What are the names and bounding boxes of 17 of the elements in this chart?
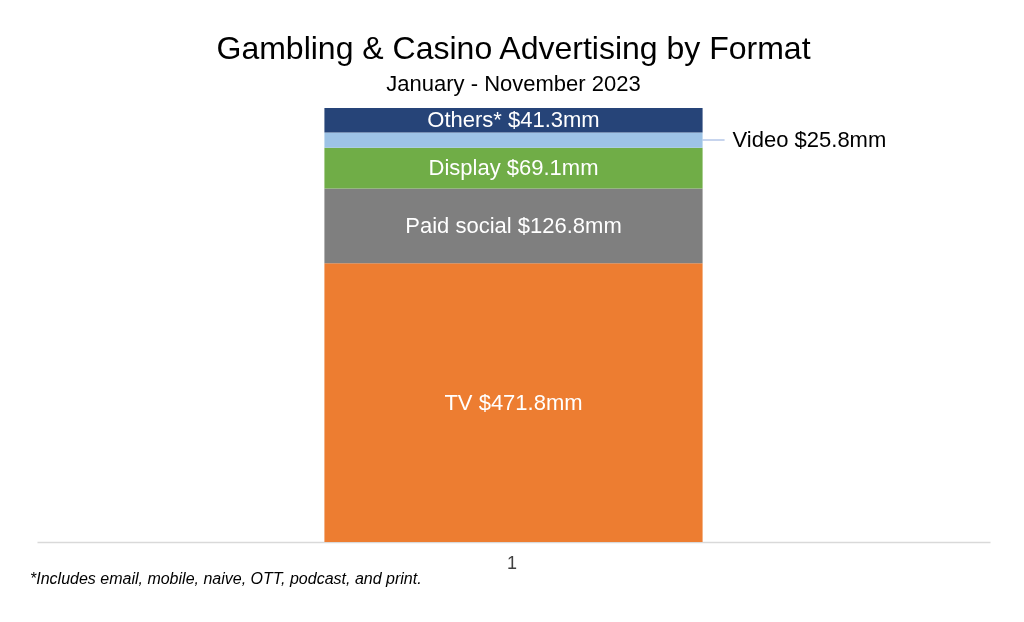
text: Video $25.8mm xyxy=(732,127,887,153)
text: *Includes email, mobile, naive, OTT, podcast, and print. xyxy=(30,570,422,588)
data-label: $41.3mm xyxy=(507,107,600,133)
data-label: $126.8mm xyxy=(517,212,622,238)
series-label: Others* xyxy=(427,107,503,133)
series-label: TV xyxy=(444,389,473,415)
series-label: Paid social xyxy=(405,212,512,238)
series-label: Display xyxy=(428,155,501,181)
data-label: $471.8mm xyxy=(478,389,583,415)
chart-subtitle: January - November 2023 xyxy=(386,71,641,96)
data-label: $69.1mm xyxy=(506,155,599,181)
bar xyxy=(324,147,703,189)
bar xyxy=(324,263,703,542)
bar xyxy=(324,188,703,264)
text: 1 xyxy=(506,553,517,573)
chart-title: Gambling & Casino Advertising by Format xyxy=(216,30,811,66)
bar xyxy=(324,132,703,148)
